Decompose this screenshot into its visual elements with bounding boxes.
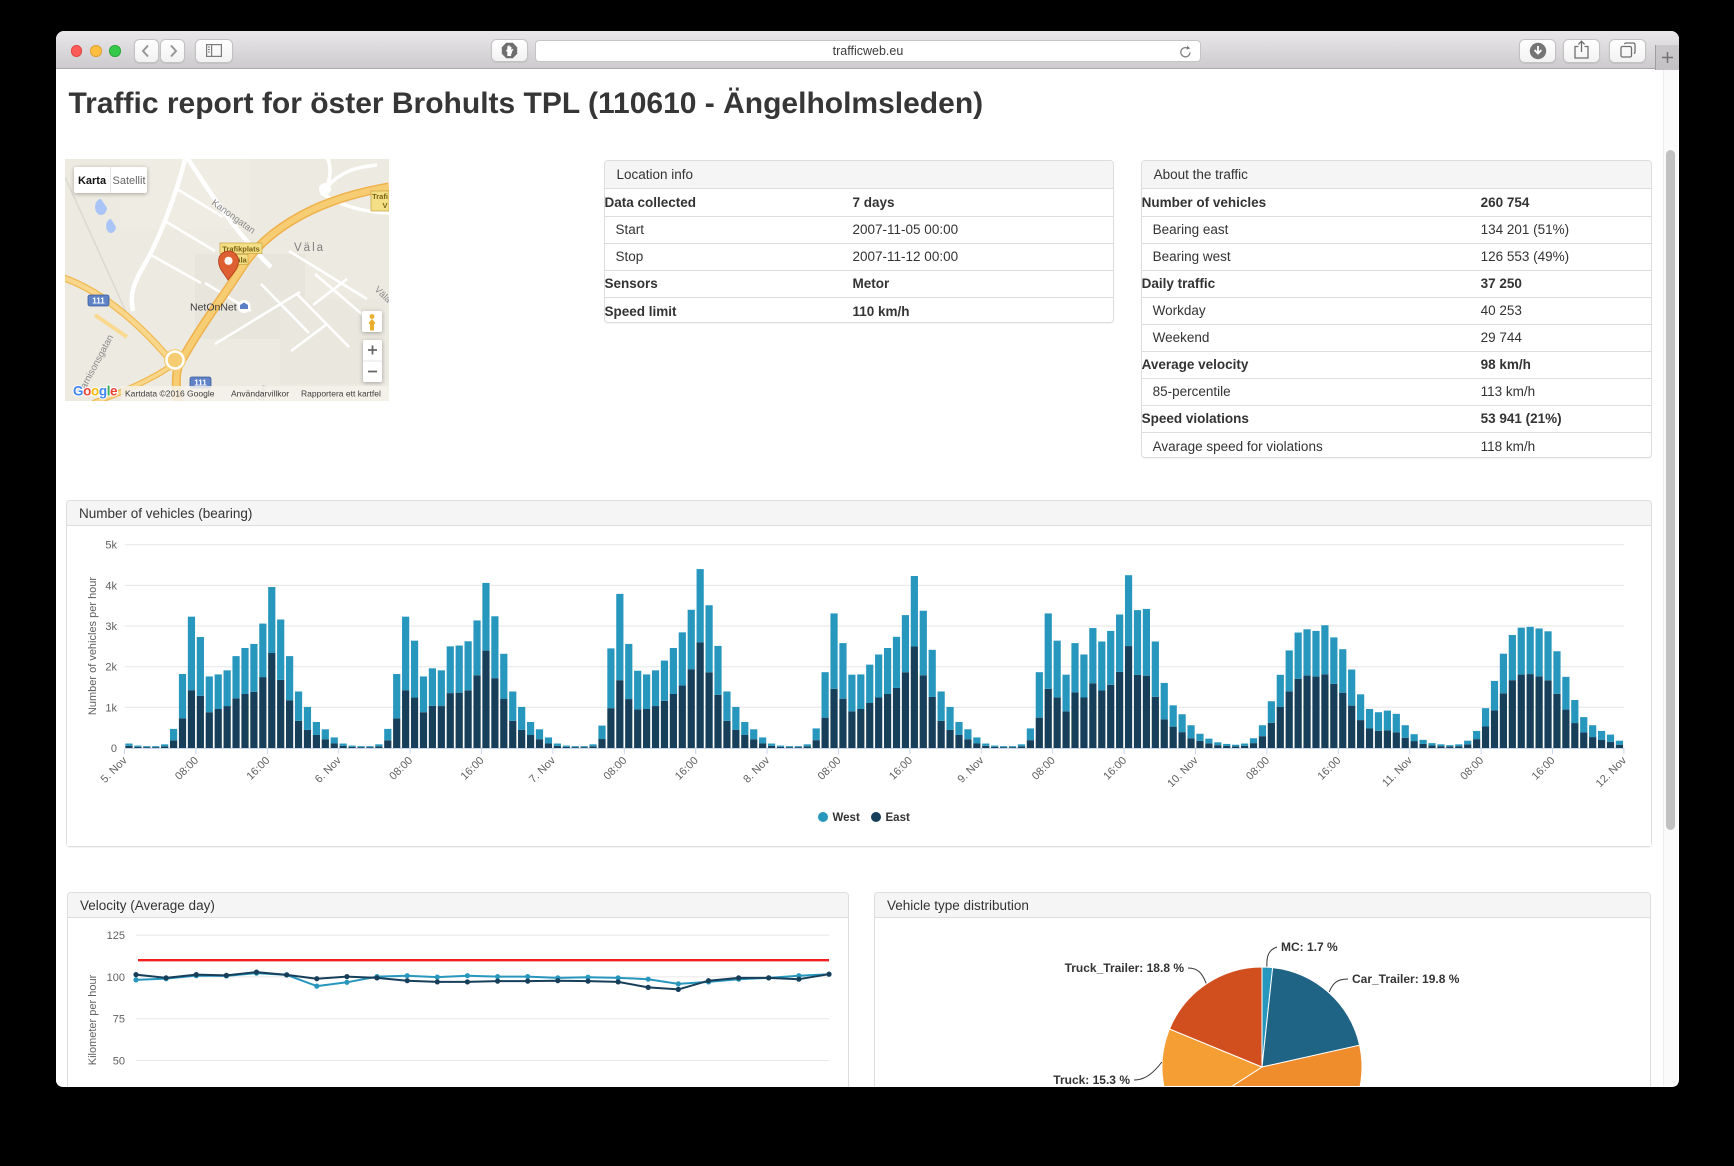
svg-text:East: East [886, 812, 910, 824]
svg-text:Number of vehicles per hour: Number of vehicles per hour [87, 577, 99, 716]
svg-text:Car_Trailer: 19.8 %: Car_Trailer: 19.8 % [1352, 972, 1460, 986]
svg-text:Trafi: Trafi [372, 192, 388, 201]
svg-text:Google: Google [73, 384, 118, 399]
svg-text:NetOnNet: NetOnNet [190, 302, 237, 314]
svg-text:111: 111 [92, 297, 105, 306]
svg-text:111: 111 [194, 379, 207, 388]
svg-text:West: West [833, 812, 860, 824]
svg-text:Kilometer per hour: Kilometer per hour [87, 974, 99, 1065]
svg-text:Väla: Väla [231, 256, 247, 265]
svg-text:Satellit: Satellit [112, 175, 145, 187]
svg-text:5k: 5k [105, 540, 117, 552]
svg-text:Truck: 15.3 %: Truck: 15.3 % [1053, 1073, 1130, 1086]
svg-text:Väla: Väla [294, 242, 325, 254]
svg-text:2k: 2k [105, 662, 117, 674]
svg-text:3k: 3k [105, 621, 117, 633]
svg-text:Rapportera ett kartfel: Rapportera ett kartfel [301, 389, 381, 399]
svg-text:Kartdata ©2016 Google: Kartdata ©2016 Google [125, 389, 215, 399]
svg-text:Trafikplats: Trafikplats [222, 245, 260, 254]
svg-text:1k: 1k [105, 702, 117, 714]
svg-text:Truck_Trailer: 18.8 %: Truck_Trailer: 18.8 % [1065, 961, 1185, 975]
svg-text:100: 100 [107, 972, 125, 984]
svg-text:V: V [382, 201, 387, 210]
svg-text:Karta: Karta [78, 175, 107, 187]
svg-text:MC: 1.7 %: MC: 1.7 % [1281, 940, 1338, 954]
svg-text:75: 75 [113, 1014, 125, 1026]
svg-text:125: 125 [107, 930, 125, 942]
svg-text:Användarvillkor: Användarvillkor [231, 389, 289, 399]
svg-text:4k: 4k [105, 580, 117, 592]
svg-text:50: 50 [113, 1056, 125, 1068]
svg-text:0: 0 [111, 743, 117, 755]
